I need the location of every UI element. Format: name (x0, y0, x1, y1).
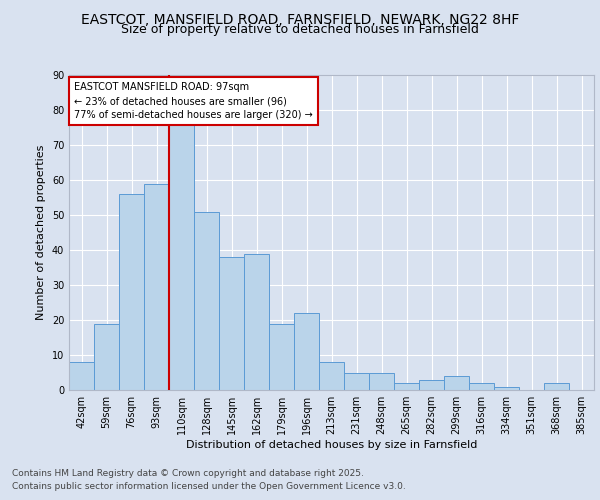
Bar (169, 124, 194, 390)
Bar (344, 372, 369, 390)
Bar (419, 380, 444, 390)
Bar (69, 362, 94, 390)
Bar (544, 383, 569, 390)
Bar (469, 383, 494, 390)
Bar (444, 376, 469, 390)
Y-axis label: Number of detached properties: Number of detached properties (36, 145, 46, 320)
Text: Size of property relative to detached houses in Farnsfield: Size of property relative to detached ho… (121, 22, 479, 36)
Bar (319, 362, 344, 390)
Bar (294, 313, 319, 390)
Bar (494, 386, 519, 390)
Text: EASTCOT, MANSFIELD ROAD, FARNSFIELD, NEWARK, NG22 8HF: EASTCOT, MANSFIELD ROAD, FARNSFIELD, NEW… (81, 12, 519, 26)
Bar (144, 184, 169, 390)
Text: Contains HM Land Registry data © Crown copyright and database right 2025.: Contains HM Land Registry data © Crown c… (12, 468, 364, 477)
Text: Contains public sector information licensed under the Open Government Licence v3: Contains public sector information licen… (12, 482, 406, 491)
Bar (119, 194, 144, 390)
Bar (394, 383, 419, 390)
Bar (194, 212, 219, 390)
Text: EASTCOT MANSFIELD ROAD: 97sqm
← 23% of detached houses are smaller (96)
77% of s: EASTCOT MANSFIELD ROAD: 97sqm ← 23% of d… (74, 82, 313, 120)
Bar (94, 324, 119, 390)
Bar (244, 254, 269, 390)
Bar (219, 257, 244, 390)
Bar (269, 324, 294, 390)
X-axis label: Distribution of detached houses by size in Farnsfield: Distribution of detached houses by size … (186, 440, 477, 450)
Bar (369, 372, 394, 390)
